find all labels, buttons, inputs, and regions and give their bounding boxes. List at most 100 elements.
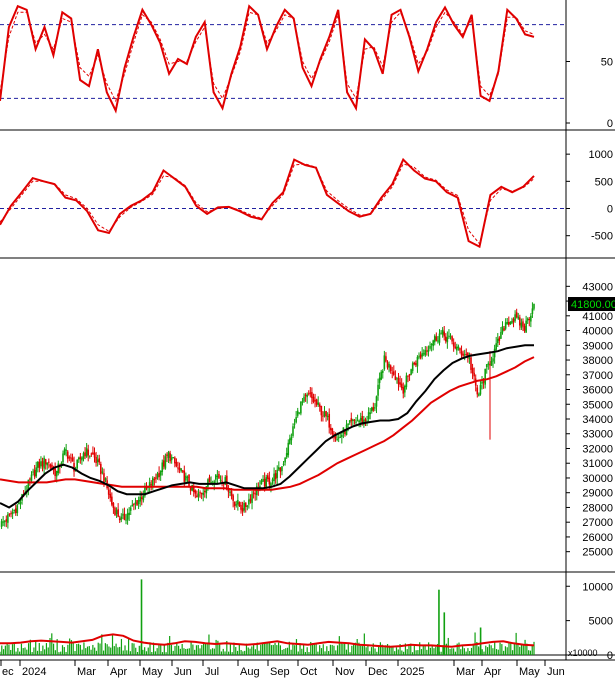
- candle-body: [322, 415, 324, 417]
- volume-bar: [299, 643, 301, 655]
- candle-body: [517, 316, 520, 319]
- candle-body: [199, 492, 201, 494]
- volume-bar: [342, 643, 344, 655]
- volume-bar: [370, 647, 373, 655]
- x-tick-label: Jul: [205, 666, 219, 678]
- candle-body: [153, 479, 156, 481]
- candle-body: [353, 419, 356, 421]
- candle-body: [148, 482, 151, 488]
- candle-body: [476, 387, 479, 395]
- volume-bar: [467, 648, 469, 655]
- price-tick-label: 29000: [582, 488, 613, 500]
- candle-body: [158, 472, 160, 478]
- volume-bar: [429, 647, 432, 655]
- candle-body: [300, 401, 302, 414]
- volume-bar: [226, 640, 228, 655]
- volume-bar: [92, 644, 94, 655]
- price-tick-label: 31000: [582, 458, 613, 470]
- volume-bar: [145, 651, 148, 655]
- volume-bar: [228, 651, 230, 655]
- volume-bar: [324, 651, 326, 655]
- volume-bar: [247, 647, 249, 655]
- oscillator2-main-line: [0, 157, 535, 249]
- candle-body: [3, 521, 6, 523]
- candle-body: [43, 457, 45, 469]
- volume-bar: [460, 649, 462, 655]
- volume-bar: [149, 642, 151, 655]
- candle-body: [397, 378, 400, 385]
- candle-body: [93, 452, 96, 458]
- volume-bar: [133, 643, 135, 655]
- volume-bar: [290, 649, 292, 655]
- volume-bar: [127, 638, 130, 655]
- candle-body: [509, 321, 512, 324]
- volume-bar: [56, 639, 58, 655]
- volume-bar: [238, 644, 240, 655]
- volume-bar: [251, 646, 253, 655]
- x-tick-label: Nov: [335, 666, 355, 678]
- volume-bar: [6, 642, 8, 655]
- volume-bar: [126, 650, 128, 655]
- candle-body: [410, 369, 412, 375]
- volume-bar: [469, 650, 471, 655]
- volume-bar: [279, 645, 281, 655]
- volume-bar: [19, 651, 21, 655]
- candle-body: [11, 511, 14, 515]
- price-tick-label: 38000: [582, 355, 613, 367]
- volume-bar: [458, 642, 460, 655]
- candle-body: [498, 337, 501, 341]
- candle-body: [429, 345, 431, 349]
- volume-bar: [386, 643, 389, 655]
- x-tick-label: Dec: [368, 666, 388, 678]
- candle-body: [79, 456, 82, 460]
- candle-body: [381, 370, 384, 373]
- candle-body: [407, 375, 409, 377]
- volume-bar: [188, 648, 190, 655]
- volume-bar: [106, 644, 108, 655]
- volume-bar: [169, 636, 171, 655]
- candle-body: [424, 350, 427, 356]
- x-tick-label: Aug: [240, 666, 260, 678]
- candle-body: [375, 396, 378, 407]
- candle-body: [131, 504, 134, 507]
- x-tick-label: May: [142, 666, 163, 678]
- candle-body: [185, 475, 187, 481]
- volume-bar: [326, 646, 328, 655]
- candle-body: [391, 372, 394, 374]
- candle-body: [383, 355, 386, 370]
- volume-bar: [340, 642, 342, 655]
- volume-bar: [461, 646, 464, 655]
- x-tick-label: ec: [2, 666, 14, 678]
- volume-bar: [433, 648, 435, 655]
- volume-bar: [190, 642, 192, 655]
- candle-body: [448, 335, 450, 337]
- volume-bar: [185, 648, 187, 655]
- candle-body: [194, 490, 197, 494]
- volume-bar: [503, 650, 505, 655]
- volume-bar: [470, 647, 473, 655]
- volume-bar: [394, 651, 396, 655]
- volume-bar: [335, 650, 337, 655]
- x-tick-label: 2024: [22, 666, 46, 678]
- candle-body: [468, 357, 471, 359]
- candle-body: [87, 449, 90, 456]
- candle-body: [84, 452, 86, 457]
- candle-body: [230, 490, 233, 496]
- candle-body: [16, 505, 19, 514]
- candle-body: [290, 437, 293, 441]
- candle-body: [530, 315, 532, 322]
- candle-body: [196, 495, 198, 498]
- candle-body: [100, 463, 102, 475]
- candle-body: [415, 363, 417, 365]
- candle-body: [44, 459, 47, 465]
- volume-bar: [129, 651, 131, 655]
- candle-body: [444, 336, 447, 342]
- candle-body: [389, 365, 392, 372]
- candle-body: [254, 493, 256, 495]
- volume-bar: [156, 648, 158, 655]
- volume-bar: [463, 648, 465, 655]
- candle-body: [137, 499, 140, 505]
- volume-bar: [481, 649, 483, 655]
- volume-bar: [472, 644, 474, 655]
